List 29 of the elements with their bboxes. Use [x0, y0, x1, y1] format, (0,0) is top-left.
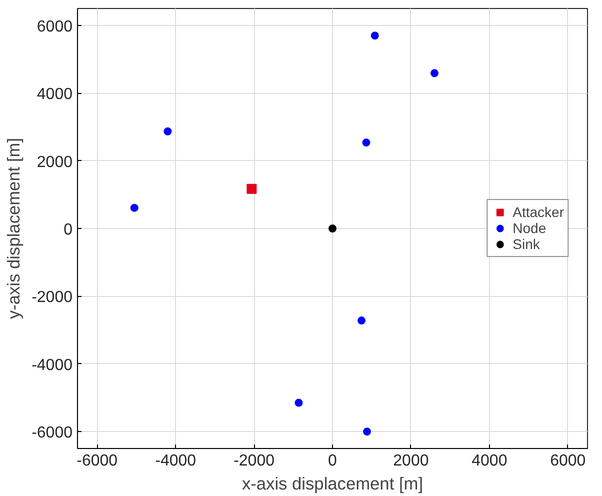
point	[164, 127, 172, 136]
y-axis-title: y-axis displacement [m]	[4, 138, 24, 320]
x-tick-label: 6000	[550, 452, 586, 470]
y-tick-label: 0	[64, 222, 73, 238]
legend-label: Sink	[512, 236, 540, 252]
x-tick-label: 4000	[472, 452, 508, 470]
y-tick-label: -6000	[32, 424, 73, 442]
x-tick-label: -2000	[234, 452, 275, 470]
x-tick-label: -6000	[76, 452, 118, 470]
y-tick-label: -2000	[32, 289, 73, 306]
point	[370, 32, 379, 40]
y-tick-label: -4000	[32, 356, 73, 374]
legend-label: Attacker	[512, 204, 564, 220]
y-tick-label: 2000	[36, 154, 73, 171]
point	[363, 428, 372, 436]
legend-label: Node	[512, 220, 546, 236]
point	[294, 398, 303, 407]
point	[130, 204, 138, 212]
point	[358, 316, 366, 325]
point	[362, 138, 370, 147]
point	[430, 69, 438, 78]
x-tick-label: -4000	[155, 452, 196, 470]
x-tick-label: 0	[328, 452, 338, 470]
x-tick-label: 2000	[393, 452, 429, 470]
y-tick-label: 4000	[36, 86, 73, 104]
point	[328, 224, 336, 232]
y-tick-label: 6000	[36, 18, 73, 36]
x-axis-title: x-axis displacement [m]	[242, 474, 424, 494]
point	[246, 184, 257, 194]
